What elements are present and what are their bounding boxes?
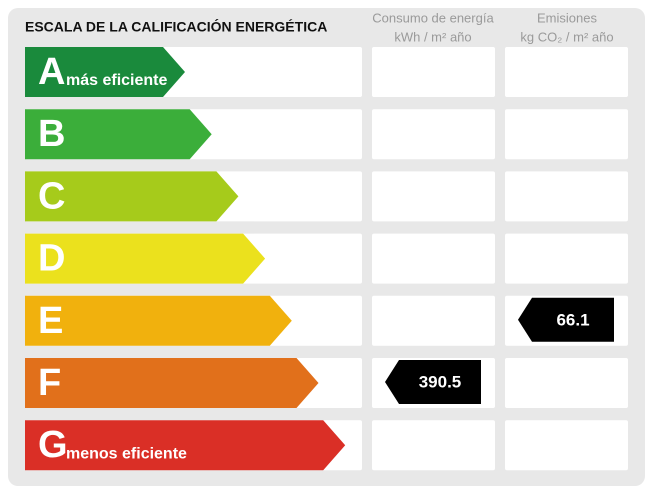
cell — [505, 171, 628, 222]
rating-arrow — [25, 295, 292, 346]
rating-letter: D — [38, 238, 65, 280]
cell — [372, 420, 495, 471]
rating-caption: menos eficiente — [66, 445, 187, 462]
rating-arrow — [25, 233, 266, 284]
column-unit: kg CO₂ / m² año — [520, 29, 613, 44]
column-header: Emisiones — [537, 10, 597, 25]
cell — [505, 420, 628, 471]
rating-arrow — [25, 109, 212, 160]
cell — [505, 233, 628, 284]
cell — [372, 233, 495, 284]
rating-indicator — [385, 360, 481, 404]
rating-arrow — [25, 47, 185, 97]
rating-value: 66.1 — [556, 310, 589, 329]
rating-indicator — [518, 297, 614, 342]
rating-letter: A — [38, 51, 65, 93]
cell — [372, 47, 495, 97]
cell — [505, 109, 628, 160]
rating-letter: E — [38, 300, 63, 342]
rating-value: 390.5 — [419, 372, 462, 391]
rating-letter: C — [38, 175, 65, 217]
cell — [372, 295, 495, 346]
rating-letter: B — [38, 113, 65, 155]
cell — [372, 171, 495, 222]
title: ESCALA DE LA CALIFICACIÓN ENERGÉTICA — [25, 18, 327, 35]
rating-letter: F — [38, 362, 61, 404]
cell — [372, 109, 495, 160]
cell — [505, 358, 628, 408]
rating-arrow — [25, 420, 346, 471]
cell — [505, 47, 628, 97]
rating-caption: más eficiente — [66, 72, 167, 89]
rating-arrow — [25, 171, 239, 222]
column-header: Consumo de energía — [372, 10, 494, 25]
column-unit: kWh / m² año — [394, 29, 471, 44]
rating-letter: G — [38, 424, 68, 466]
rating-arrow — [25, 358, 319, 408]
